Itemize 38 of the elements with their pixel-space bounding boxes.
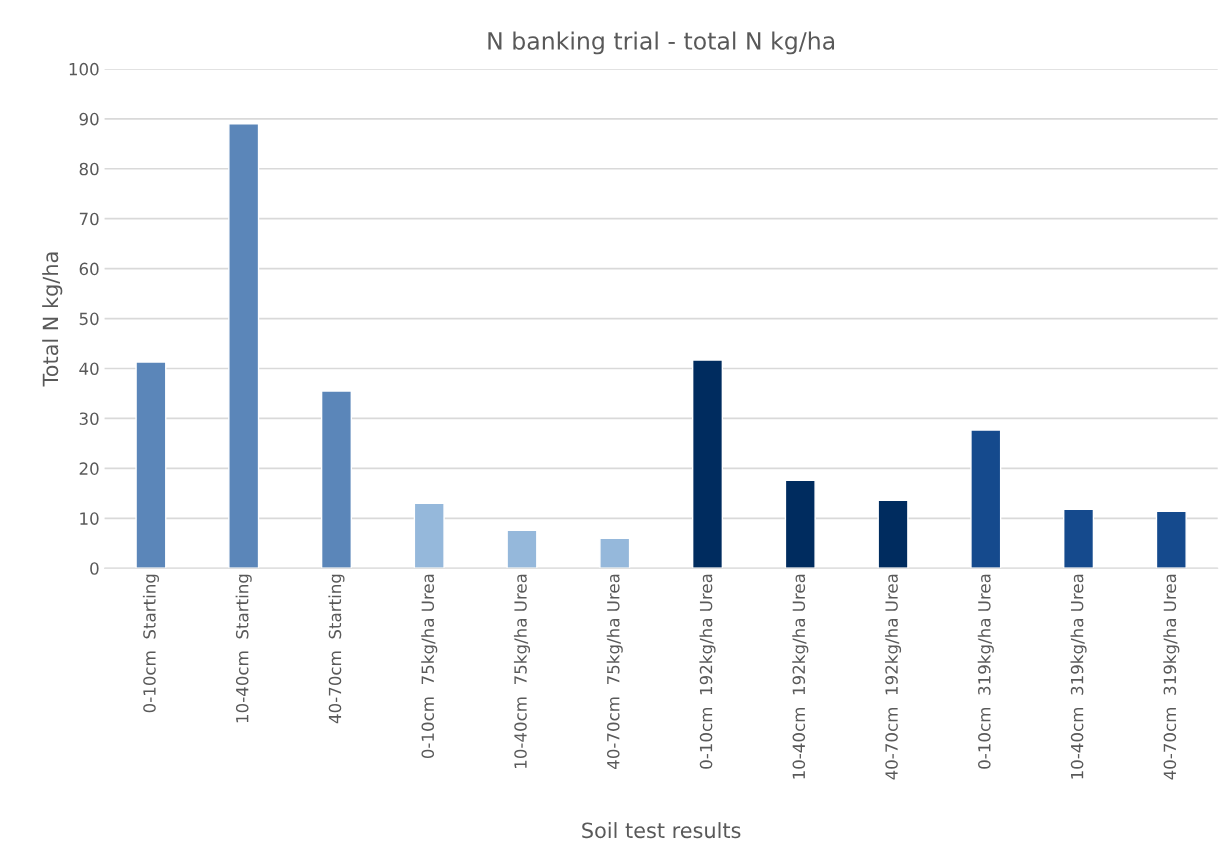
chart-title: N banking trial - total N kg/ha <box>488 31 835 55</box>
bar <box>1063 508 1095 569</box>
x-tick-label: 40-70cm 192kg/ha Urea <box>884 574 902 780</box>
bar <box>784 479 816 569</box>
y-tick-label: 50 <box>79 312 99 326</box>
y-tick-label: 100 <box>69 62 99 76</box>
y-tick-label: 80 <box>79 162 99 176</box>
y-tick-label: 60 <box>79 262 99 276</box>
bar <box>228 123 260 569</box>
y-tick-label: 90 <box>79 112 99 126</box>
bar <box>599 537 631 569</box>
bar <box>1155 510 1187 569</box>
x-tick-label: 40-70cm Starting <box>328 574 345 724</box>
bar <box>506 529 538 569</box>
y-axis-title: Total N kg/ha <box>42 252 63 387</box>
y-tick-label: 20 <box>79 462 99 475</box>
x-tick-label: 40-70cm 319kg/ha Urea <box>1163 574 1180 780</box>
bar <box>691 359 724 569</box>
x-tick-label: 0-10cm 192kg/ha Urea <box>699 574 716 769</box>
x-tick-label: 0-10cm Starting <box>142 574 159 713</box>
y-tick-label: 10 <box>80 512 99 525</box>
x-tick-label: 10-40cm Starting <box>235 574 252 723</box>
bar <box>877 499 909 569</box>
x-tick-label: 10-40cm 192kg/ha Urea <box>792 574 809 779</box>
bar <box>320 390 352 569</box>
x-axis-title: Soil test results <box>582 822 741 839</box>
bar <box>413 502 445 569</box>
x-tick-label: 40-70cm 75kg/ha Urea <box>606 574 623 769</box>
y-tick-label: 70 <box>79 212 99 226</box>
x-tick-label: 0-10cm 75kg/ha Urea <box>421 574 438 759</box>
x-tick-label: 0-10cm 319kg/ha Urea <box>977 574 994 769</box>
bar <box>970 429 1002 569</box>
y-tick-label: 30 <box>79 412 99 426</box>
y-tick-label: 40 <box>79 362 99 376</box>
x-tick-label: 10-40cm 75kg/ha Urea <box>513 574 531 768</box>
y-tick-label: 0 <box>90 562 99 575</box>
bar <box>135 361 167 569</box>
x-tick-label: 10-40cm 319kg/ha Urea <box>1070 574 1087 779</box>
